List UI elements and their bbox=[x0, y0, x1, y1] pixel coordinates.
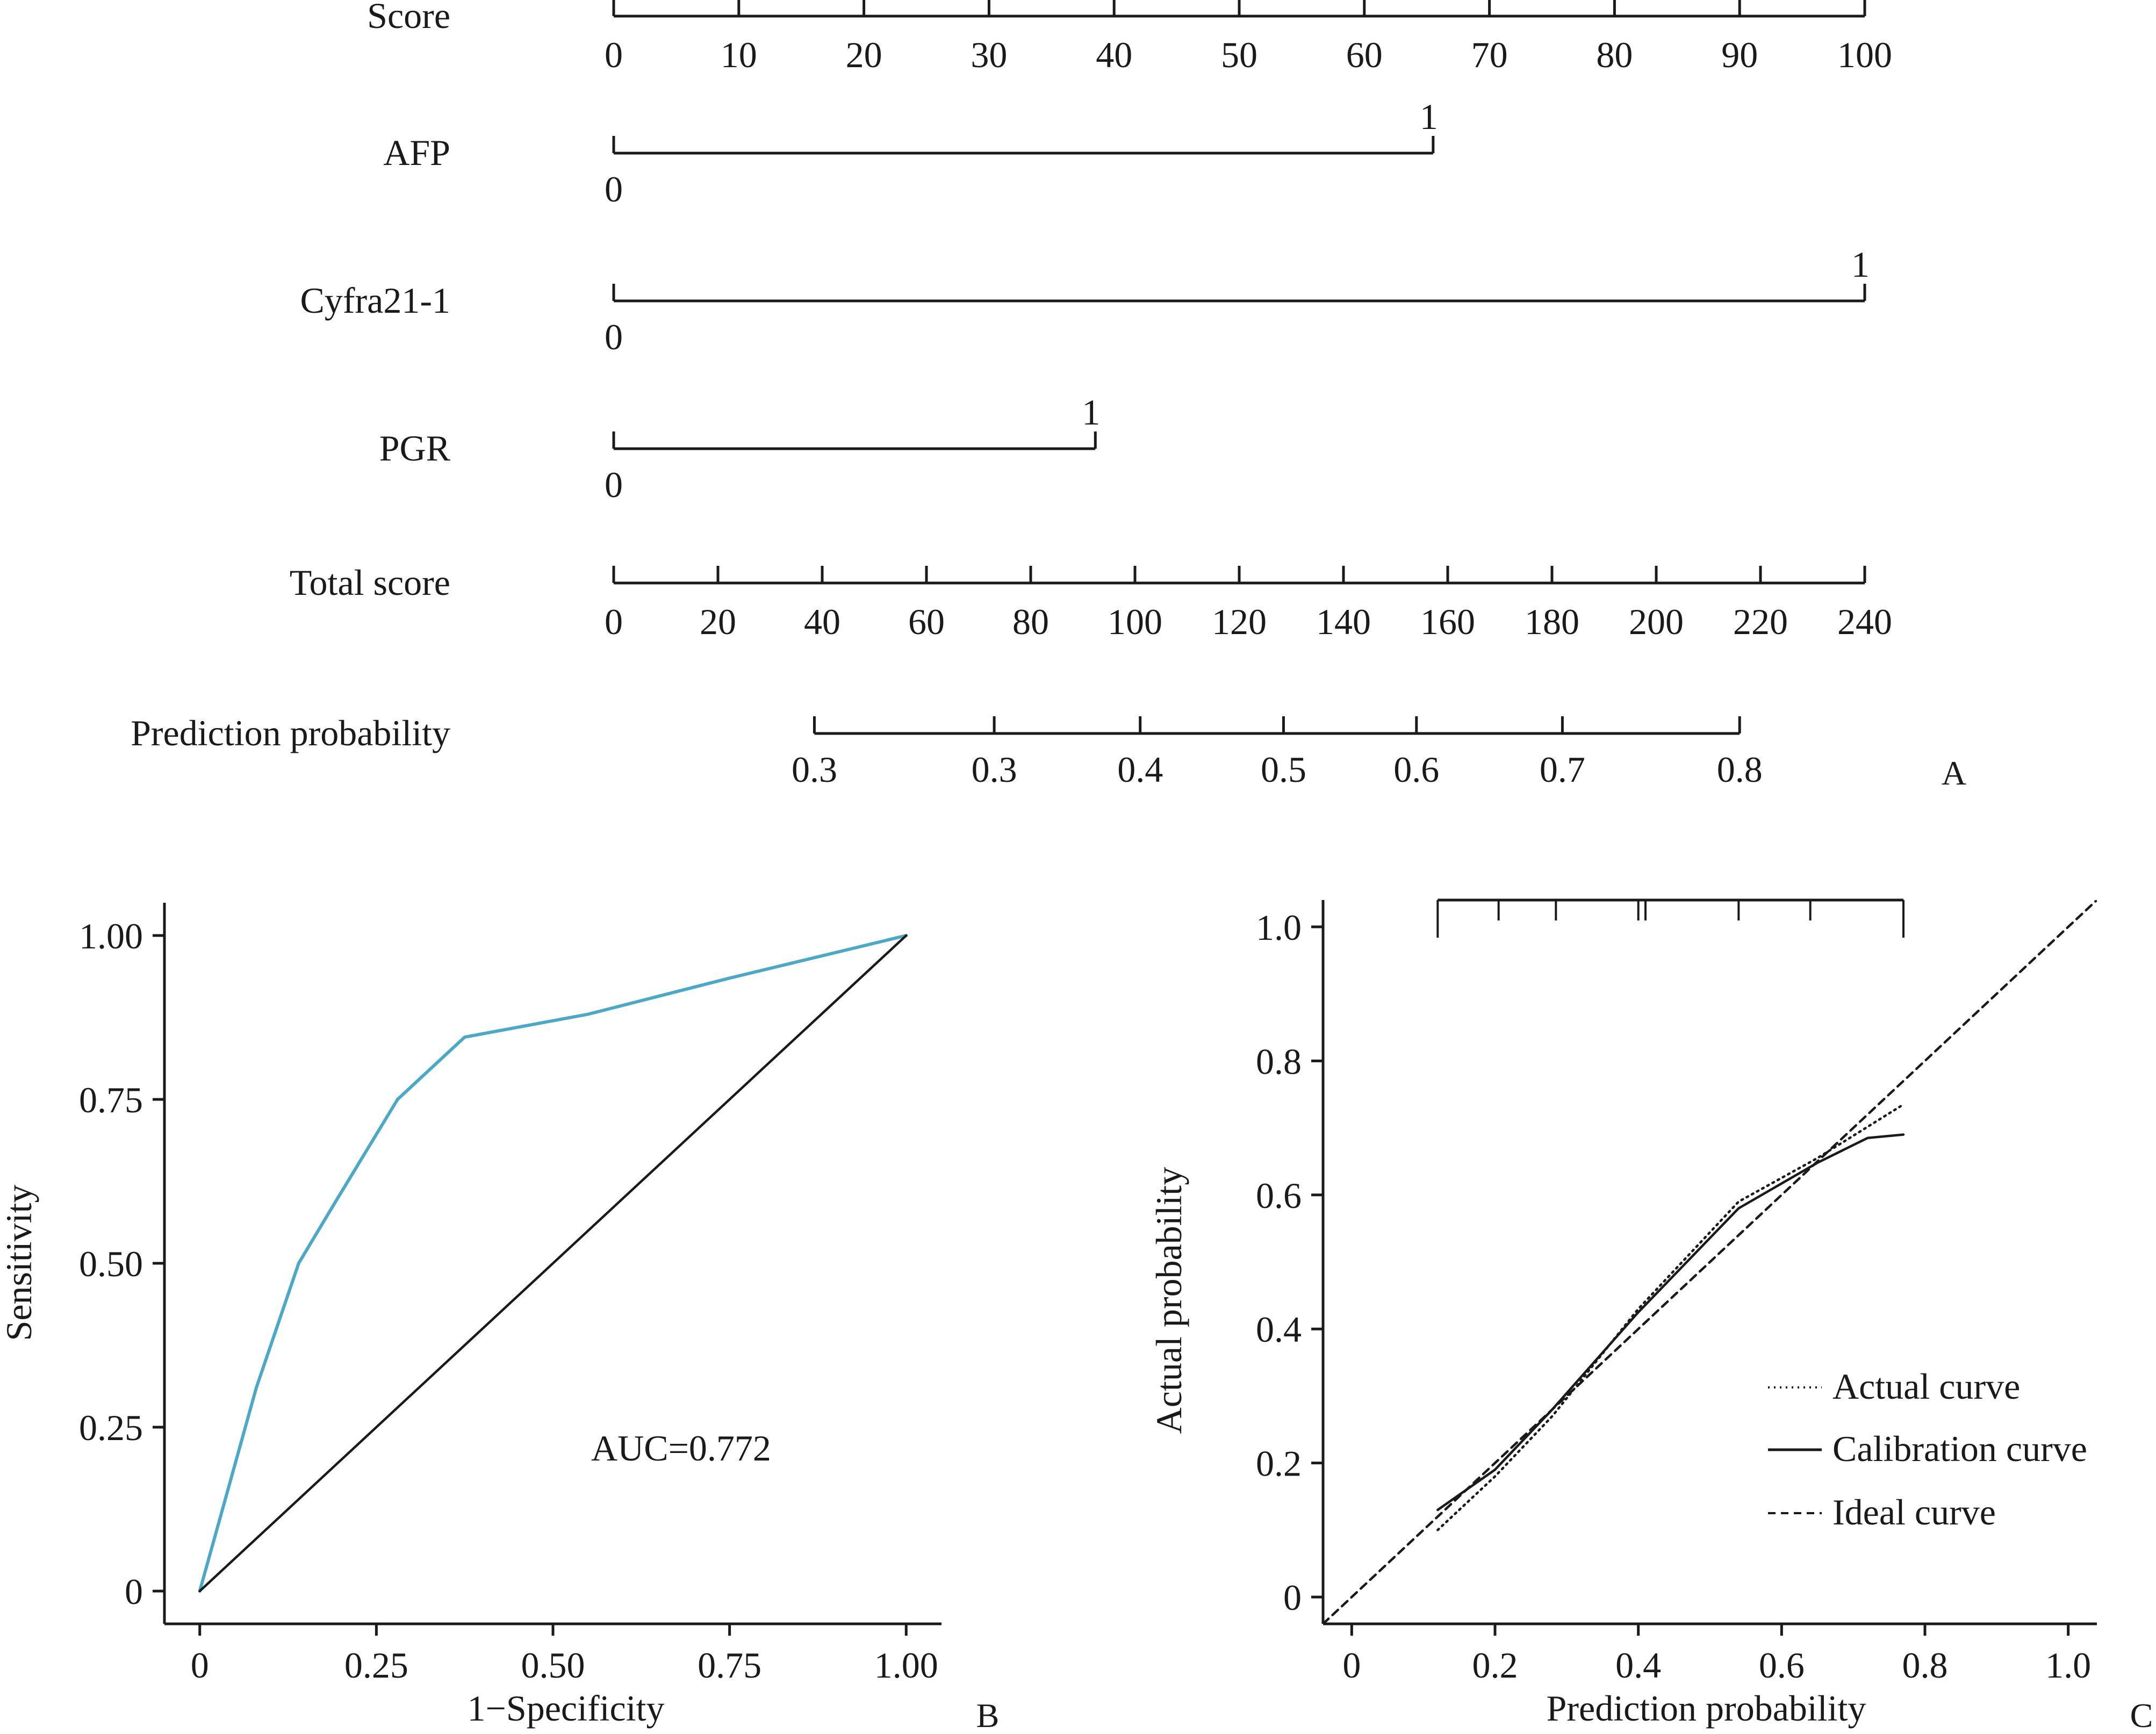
nomogram-level-label: 0 bbox=[605, 464, 623, 505]
nomogram-tick-label: 120 bbox=[1212, 601, 1267, 642]
nomogram-row-label: Total score bbox=[290, 562, 450, 603]
x-tick-label: 0.25 bbox=[344, 1645, 408, 1686]
nomogram-tick-label: 10 bbox=[721, 34, 757, 75]
x-tick-label: 1.0 bbox=[2045, 1645, 2091, 1686]
roc-panel: 0 0.25 0.50 0.75 1.00 0 0.25 0.50 0.75 1.00 bbox=[79, 903, 942, 1686]
y-tick-label: 1.00 bbox=[79, 916, 143, 956]
x-tick-label: 0.2 bbox=[1472, 1645, 1518, 1686]
nomogram-tick-label: 80 bbox=[1012, 601, 1049, 642]
nomogram-tick-label: 40 bbox=[804, 601, 840, 642]
y-tick-label: 0 bbox=[1283, 1577, 1302, 1618]
nomogram-tick-label: 20 bbox=[846, 34, 882, 75]
series-line-1 bbox=[1436, 1133, 1905, 1512]
calibration-xlabel: Prediction probability bbox=[1547, 1688, 1866, 1729]
y-tick-label: 0.4 bbox=[1256, 1309, 1302, 1350]
panel-label-c: C bbox=[2130, 1696, 2153, 1734]
y-tick-label: 1.0 bbox=[1256, 907, 1302, 948]
y-tick-label: 0.2 bbox=[1256, 1443, 1302, 1484]
legend-label-ideal: Ideal curve bbox=[1832, 1492, 1996, 1532]
nomogram-tick-label: 180 bbox=[1525, 601, 1579, 642]
nomogram-tick-label: 0.8 bbox=[1717, 749, 1763, 790]
x-tick-label: 0.75 bbox=[698, 1645, 761, 1686]
nomogram-tick-label: 0.3 bbox=[792, 749, 837, 790]
nomogram-row-label: Score bbox=[367, 0, 450, 36]
y-tick-label: 0.25 bbox=[79, 1407, 143, 1448]
nomogram-tick-label: 40 bbox=[1096, 34, 1132, 75]
nomogram-tick-label: 60 bbox=[908, 601, 945, 642]
nomogram-tick-label: 200 bbox=[1629, 601, 1684, 642]
nomogram-tick-label: 240 bbox=[1837, 601, 1892, 642]
y-tick-label: 0.8 bbox=[1256, 1041, 1302, 1082]
panel-label-b: B bbox=[976, 1696, 1000, 1734]
nomogram-tick-label: 0 bbox=[605, 34, 623, 75]
roc-ylabel: Sensitivity bbox=[0, 1185, 39, 1341]
nomogram-tick-label: 0.7 bbox=[1540, 749, 1585, 790]
series-line-1 bbox=[198, 934, 908, 1593]
nomogram-tick-label: 60 bbox=[1346, 34, 1383, 75]
calibration-ylabel: Actual probability bbox=[1148, 1167, 1189, 1434]
nomogram-tick-label: 160 bbox=[1420, 601, 1475, 642]
x-tick-label: 0 bbox=[191, 1645, 209, 1686]
nomogram-tick-label: 0.3 bbox=[972, 749, 1017, 790]
y-tick-label: 0.6 bbox=[1256, 1175, 1302, 1216]
roc-auc-annotation: AUC=0.772 bbox=[591, 1428, 771, 1469]
roc-xlabel: 1−Specificity bbox=[468, 1688, 665, 1729]
nomogram-row-label: AFP bbox=[383, 132, 450, 173]
nomogram-tick-label: 50 bbox=[1221, 34, 1257, 75]
nomogram-tick-label: 20 bbox=[700, 601, 736, 642]
nomogram-tick-label: 80 bbox=[1596, 34, 1633, 75]
calibration-panel: 0 0.2 0.4 0.6 0.8 1.0 0 0.2 0.4 0.6 0.8 1.0 bbox=[1256, 898, 2097, 1686]
nomogram-tick-label: 0.5 bbox=[1261, 749, 1306, 790]
nomogram-level-label: 0 bbox=[605, 316, 623, 357]
nomogram-level-label: 1 bbox=[1420, 96, 1438, 137]
series-line-0 bbox=[198, 934, 908, 1593]
nomogram-tick-label: 70 bbox=[1471, 34, 1508, 75]
nomogram-level-label: 0 bbox=[605, 169, 623, 210]
nomogram-tick-label: 0.6 bbox=[1393, 749, 1439, 790]
y-tick-label: 0 bbox=[125, 1571, 143, 1612]
nomogram-tick-label: 100 bbox=[1837, 34, 1892, 75]
x-tick-label: 0.4 bbox=[1615, 1645, 1661, 1686]
nomogram-row-label: Cyfra21-1 bbox=[300, 280, 450, 321]
nomogram-tick-label: 220 bbox=[1733, 601, 1788, 642]
x-tick-label: 0.8 bbox=[1902, 1645, 1948, 1686]
panel-label-a: A bbox=[1942, 754, 1966, 792]
y-tick-label: 0.75 bbox=[79, 1080, 143, 1120]
legend-label-calibration: Calibration curve bbox=[1832, 1428, 2087, 1469]
series-line-2 bbox=[1323, 900, 2097, 1624]
nomogram-tick-label: 0.4 bbox=[1117, 749, 1163, 790]
nomogram-tick-label: 30 bbox=[971, 34, 1007, 75]
nomogram-tick-label: 90 bbox=[1721, 34, 1758, 75]
nomogram-row-label: PGR bbox=[379, 428, 451, 469]
x-tick-label: 1.00 bbox=[874, 1645, 938, 1686]
legend-label-actual: Actual curve bbox=[1832, 1366, 2020, 1407]
x-tick-label: 0.6 bbox=[1759, 1645, 1805, 1686]
nomogram-level-label: 1 bbox=[1082, 392, 1100, 433]
series-line-0 bbox=[1436, 1103, 1905, 1531]
x-tick-label: 0.50 bbox=[521, 1645, 585, 1686]
nomogram-tick-label: 140 bbox=[1316, 601, 1371, 642]
calibration-legend: Actual curve Calibration curve Ideal cur… bbox=[1768, 1366, 2087, 1532]
nomogram-tick-label: 100 bbox=[1108, 601, 1162, 642]
x-tick-label: 0 bbox=[1342, 1645, 1361, 1686]
y-tick-label: 0.50 bbox=[79, 1243, 143, 1284]
nomogram-tick-label: 0 bbox=[605, 601, 623, 642]
nomogram-row-label: Prediction probability bbox=[131, 713, 450, 753]
nomogram-level-label: 1 bbox=[1851, 244, 1870, 285]
